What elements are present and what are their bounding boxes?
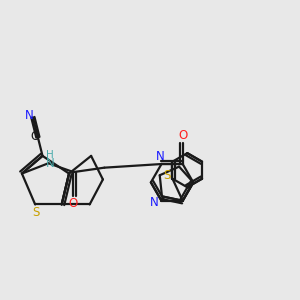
Text: N: N (156, 150, 164, 163)
Text: N: N (46, 157, 54, 170)
Text: S: S (164, 169, 171, 182)
Text: O: O (68, 197, 77, 210)
Text: N: N (25, 110, 34, 122)
Text: O: O (178, 129, 187, 142)
Text: H: H (46, 150, 54, 160)
Text: N: N (150, 196, 158, 209)
Text: C: C (30, 130, 38, 143)
Text: S: S (32, 206, 39, 219)
